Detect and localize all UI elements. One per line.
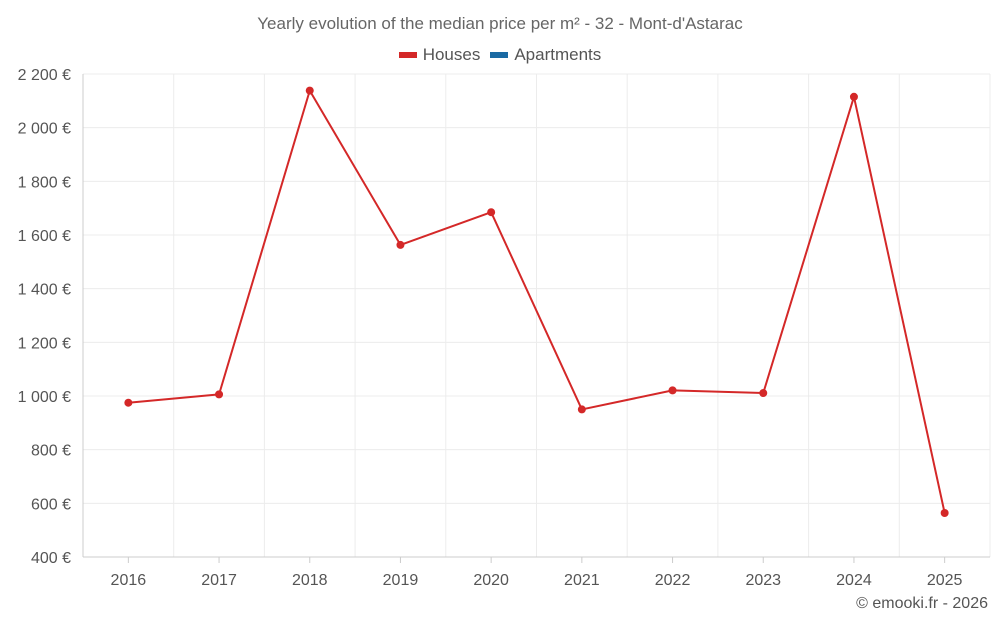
x-tick-label: 2024 [836,572,872,589]
chart-title: Yearly evolution of the median price per… [257,14,743,33]
x-tick-label: 2016 [111,572,147,589]
data-point-houses [124,398,133,407]
legend-label-houses: Houses [422,45,481,64]
x-tick-label: 2017 [201,572,237,589]
x-tick-label: 2023 [745,572,781,589]
legend-label-apartments: Apartments [514,45,602,64]
legend-item-apartments[interactable]: Apartments [490,45,601,65]
x-tick-label: 2020 [473,572,509,589]
legend-swatch-houses [398,52,417,58]
series-line-houses [128,89,946,514]
x-tick-label: 2022 [655,572,691,589]
data-point-houses [577,405,586,414]
data-point-houses [668,386,677,395]
data-point-houses [305,86,314,95]
x-tick-label: 2025 [927,572,963,589]
data-point-houses [759,389,768,398]
copyright-credit: © emooki.fr - 2026 [856,595,988,612]
y-tick-label: 2 000 € [18,121,71,138]
y-tick-label: 2 200 € [18,67,71,84]
y-tick-label: 1 400 € [18,282,71,299]
data-point-houses [215,390,224,399]
data-point-houses [940,508,949,517]
y-tick-label: 800 € [31,443,71,460]
chart-legend: Houses Apartments [0,45,1000,65]
data-point-houses [396,240,405,249]
y-tick-label: 1 200 € [18,335,71,352]
y-tick-label: 400 € [31,550,71,567]
legend-item-houses[interactable]: Houses [398,45,481,65]
x-tick-label: 2019 [383,572,419,589]
x-tick-label: 2021 [564,572,600,589]
y-tick-label: 1 800 € [18,174,71,191]
data-point-houses [487,208,496,217]
y-tick-label: 1 000 € [18,389,71,406]
y-tick-label: 1 600 € [18,228,71,245]
x-tick-label: 2018 [292,572,328,589]
legend-swatch-apartments [490,52,509,58]
data-point-houses [849,92,858,101]
y-tick-label: 600 € [31,496,71,513]
